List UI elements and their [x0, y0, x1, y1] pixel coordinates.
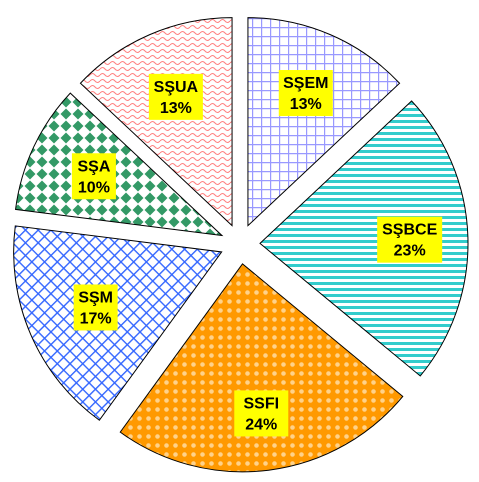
slice-label-box-ssfi — [234, 390, 289, 437]
pie-slice-ssfi — [119, 263, 404, 473]
slice-name-ssfi: SSFI — [243, 395, 279, 412]
slice-label-box-ssem — [278, 70, 333, 117]
slice-percent-ssa: 10% — [78, 179, 110, 196]
slice-percent-ssm: 17% — [80, 310, 112, 327]
slice-percent-ssbce: 23% — [394, 243, 426, 260]
slice-label-ssua: SŞUA 13% — [148, 73, 203, 120]
slice-label-ssfi: SSFI 24% — [234, 390, 289, 437]
slice-name-ssem: SŞEM — [283, 75, 328, 92]
slice-name-ssa: SŞA — [77, 158, 110, 175]
slice-name-ssua: SŞUA — [154, 79, 199, 96]
slice-percent-ssem: 13% — [290, 96, 322, 113]
slice-label-ssa: SŞA 10% — [71, 153, 116, 200]
slice-label-box-ssa — [71, 153, 116, 200]
pie-slice-ssua — [79, 17, 233, 227]
pie-slice-ssa — [14, 92, 224, 237]
pie-slice-ssem — [247, 17, 401, 227]
slice-label-ssbce: SŞBCE 23% — [377, 216, 443, 263]
pie-slice-ssbce — [259, 100, 469, 377]
slice-label-box-ssua — [148, 73, 203, 120]
labels-layer: SŞEM 13% SŞBCE 23% SSFI 24% SŞM 17% SŞA 10% SŞUA 13… — [71, 70, 443, 437]
slice-percent-ssfi: 24% — [245, 416, 277, 433]
slice-name-ssm: SŞM — [78, 289, 113, 306]
slice-label-box-ssm — [73, 284, 118, 331]
slice-label-ssem: SŞEM 13% — [278, 70, 333, 117]
slice-label-ssm: SŞM 17% — [73, 284, 118, 331]
slice-label-box-ssbce — [377, 216, 443, 263]
slice-percent-ssua: 13% — [160, 100, 192, 117]
slice-name-ssbce: SŞBCE — [382, 222, 437, 239]
